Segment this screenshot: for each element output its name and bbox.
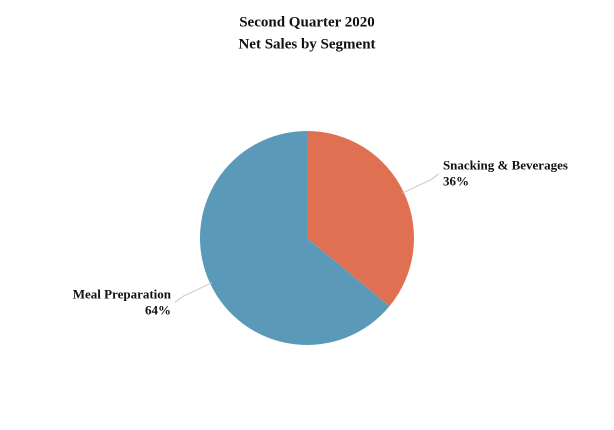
slice-label: Meal Preparation [73, 286, 172, 301]
slice-value-label: 36% [443, 174, 469, 189]
slice-label: Snacking & Beverages [443, 158, 568, 173]
chart-title: Net Sales by Segment [238, 36, 375, 52]
chart-title: Second Quarter 2020 [239, 14, 375, 30]
pie-slice [199, 131, 390, 345]
leader-line [174, 282, 213, 303]
slice-value-label: 64% [145, 302, 171, 317]
pie-slice [307, 131, 414, 307]
leader-line [401, 173, 440, 194]
